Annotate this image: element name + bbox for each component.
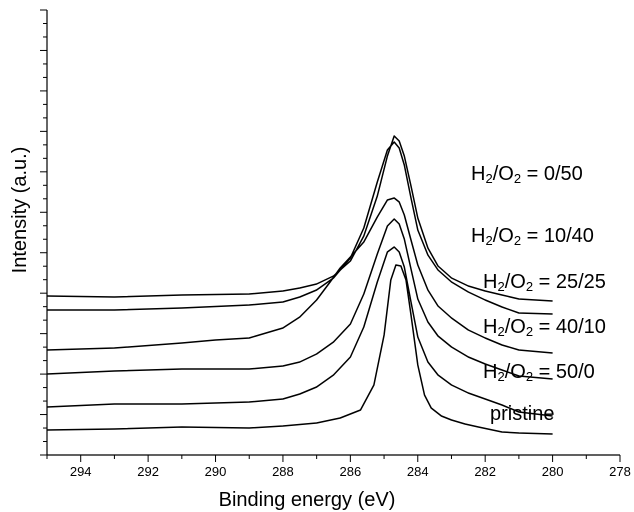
series-label-1: H2/O2 = 50/0	[483, 361, 595, 384]
series-line-2	[46, 218, 553, 380]
x-tick-label: 292	[137, 464, 159, 479]
series-label-3: H2/O2 = 25/25	[483, 271, 606, 294]
y-axis-label: Intensity (a.u.)	[9, 147, 31, 274]
series-label-2: H2/O2 = 40/10	[483, 316, 606, 339]
x-tick-label: 288	[272, 464, 294, 479]
x-axis-label: Binding energy (eV)	[219, 489, 396, 511]
x-tick-label: 286	[340, 464, 362, 479]
series-line-5	[46, 135, 553, 302]
series-labels: pristine H2/O2 = 50/0 H2/O2 = 40/10 H2/O2 =…	[471, 163, 606, 425]
x-tick-label: 282	[474, 464, 496, 479]
x-tick-label: 278	[609, 464, 631, 479]
series-line-4	[47, 141, 553, 315]
series-label-5: H2/O2 = 0/50	[471, 163, 583, 186]
series-label-4: H2/O2 = 10/40	[471, 225, 594, 248]
series-line-1	[46, 246, 553, 417]
x-tick-label: 284	[407, 464, 429, 479]
series-line-0	[46, 264, 553, 435]
series-line-3	[46, 197, 553, 354]
axes: 294 292 290 288 286 284 282 280 278	[40, 9, 631, 479]
series-layer	[46, 135, 553, 435]
x-tick-label: 290	[205, 464, 227, 479]
x-tick-label: 280	[542, 464, 564, 479]
x-tick-label: 294	[70, 464, 92, 479]
series-label-0: pristine	[490, 403, 554, 425]
